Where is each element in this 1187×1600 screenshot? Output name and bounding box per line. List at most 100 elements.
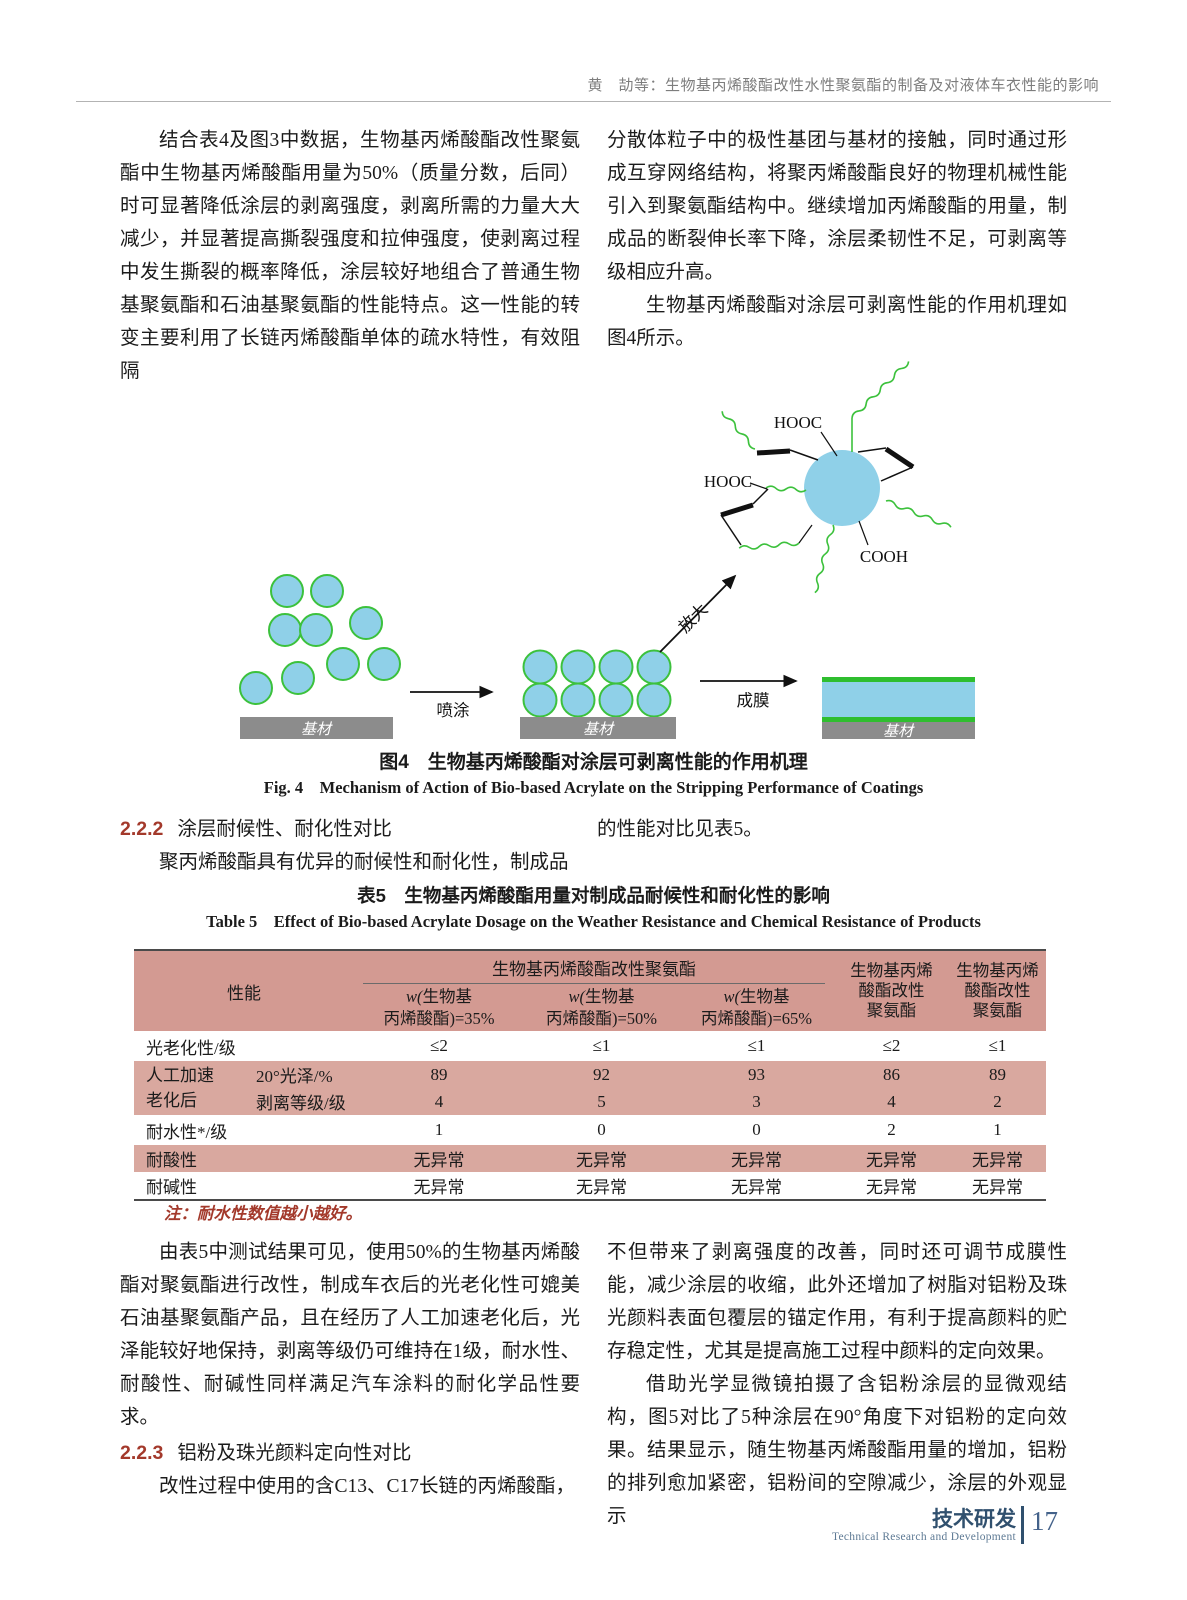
table-cell: 0 [524,1115,679,1145]
table-cell: 无异常 [679,1145,834,1172]
paragraph: 生物基丙烯酸酯对涂层可剥离性能的作用机理如图4所示。 [607,295,1067,349]
paragraph: 借助光学显微镜拍摄了含铝粉涂层的显微观结构，图5对比了5种涂层在90°角度下对铝… [607,1374,1067,1527]
table-header-performance: 性能 [134,951,354,1031]
section-2-2-2-heading: 2.2.2 涂层耐候性、耐化性对比 [120,812,392,841]
table-cell: 1 [949,1115,1046,1145]
table5-note: 注：耐水性数值越小越好。 [164,1204,362,1223]
paragraph: 不但带来了剥离强度的改善，同时还可调节成膜性能，减少涂层的收缩，此外还增加了树脂… [607,1242,1067,1362]
table-row-peel: 剥离等级/级 4 5 3 4 2 [134,1088,1046,1115]
table-row-gloss: 人工加速老化后 20°光泽/% 89 92 93 86 89 [134,1061,1046,1115]
running-title: 黄 劼等：生物基丙烯酸酯改性水性聚氨酯的制备及对液体车衣性能的影响 [587,77,1099,94]
table-cell: 无异常 [524,1145,679,1172]
right-column: 分散体粒子中的极性基团与基材的接触，同时通过形成互穿网络结构，将聚丙烯酸酯良好的… [607,124,1067,388]
table-cell: 2 [949,1088,1046,1115]
paragraph: 结合表4及图3中数据，生物基丙烯酸酯改性聚氨酯中生物基丙烯酸酯用量为50%（质量… [120,130,580,382]
table-header-w50: w(生物基 丙烯酸酯)=50% [524,984,679,1031]
right-column: 不但带来了剥离强度的改善，同时还可调节成膜性能，减少涂层的收缩，此外还增加了树脂… [607,1236,1067,1533]
table-cell: 4 [834,1088,949,1115]
table-cell: 86 [834,1061,949,1088]
section-number: 2.2.2 [120,818,164,840]
table-header-col5: 生物基丙烯 酸酯改性 聚氨酯 [834,951,949,1031]
figure4-caption-en: Fig. 4 Mechanism of Action of Bio-based … [263,778,924,797]
table-cell: 92 [524,1061,679,1088]
table-cell: ≤1 [679,1031,834,1061]
footer-column-zh: 技术研发 [932,1508,1016,1531]
row-label: 耐酸性 [134,1145,354,1172]
section-2-2-2-right-text: 的性能对比见表5。 [597,819,763,840]
left-column: 由表5中测试结果可见，使用50%的生物基丙烯酸酯对聚氨酯进行改性，制成车衣后的光… [120,1236,580,1533]
table-cell: 89 [354,1061,524,1088]
table-cell: 0 [679,1115,834,1145]
table-cell: 2 [834,1115,949,1145]
table-cell: 无异常 [354,1145,524,1172]
substrate-label: 基材 [301,721,333,738]
hooc-label-left: HOOC [704,472,752,491]
figure4-caption-zh: 图4 生物基丙烯酸酯对涂层可剥离性能的作用机理 [379,752,808,773]
table-cell: 无异常 [834,1172,949,1199]
footer-divider [1021,1506,1024,1544]
table-cell: 无异常 [679,1172,834,1199]
magnified-particle: HOOC HOOC COOH [704,361,952,594]
figure4-diagram: 基材 喷涂 基材 放大 HOOC [239,361,975,740]
table-cell: 93 [679,1061,834,1088]
table-cell: 无异常 [834,1145,949,1172]
film-forming-label: 成膜 [737,691,770,710]
paragraph: 由表5中测试结果可见，使用50%的生物基丙烯酸酯对聚氨酯进行改性，制成车衣后的光… [120,1242,580,1428]
table-row-photo-aging: 光老化性/级 ≤2 ≤1 ≤1 ≤2 ≤1 [134,1031,1046,1061]
table-header-w35: w(生物基 丙烯酸酯)=35% [354,984,524,1031]
table-header-group: 生物基丙烯酸酯改性聚氨酯 [354,951,834,984]
row-label: 耐水性*/级 [134,1115,354,1145]
spray-label: 喷涂 [437,701,470,720]
cooh-label: COOH [860,547,908,566]
table-cell: 无异常 [524,1172,679,1199]
section-2-2-2-left-text: 聚丙烯酸酯具有优异的耐候性和耐化性，制成品 [159,852,569,873]
table-row-acid: 耐酸性 无异常 无异常 无异常 无异常 无异常 [134,1145,1046,1172]
section-title: 铝粉及珠光颜料定向性对比 [177,1442,412,1464]
table-cell: 3 [679,1088,834,1115]
header-rule [76,101,1111,102]
table-row-water: 耐水性*/级 1 0 0 2 1 [134,1115,1046,1145]
table5: 性能 生物基丙烯酸酯改性聚氨酯 生物基丙烯 酸酯改性 聚氨酯 生物基丙烯 酸酯改性 聚氨… [134,949,1046,1201]
footer-column-en: Technical Research and Development [831,1531,1016,1543]
table-cell: 4 [354,1088,524,1115]
paragraph: 分散体粒子中的极性基团与基材的接触，同时通过形成互穿网络结构，将聚丙烯酸酯良好的… [607,130,1067,283]
particle-cluster-scattered [239,574,401,705]
table-cell: ≤1 [524,1031,679,1061]
table-cell: ≤2 [354,1031,524,1061]
table-cell: 无异常 [354,1172,524,1199]
substrate-label: 基材 [883,723,915,740]
row-label: 光老化性/级 [134,1031,354,1061]
row-label: 20°光泽/% [252,1061,354,1088]
magnify-arrow [659,574,737,653]
top-text-columns: 结合表4及图3中数据，生物基丙烯酸酯改性聚氨酯中生物基丙烯酸酯用量为50%（质量… [120,124,1067,388]
table-cell: 无异常 [949,1172,1046,1199]
hooc-label-top: HOOC [774,413,822,432]
table-cell: 5 [524,1088,679,1115]
table-cell: 89 [949,1061,1046,1088]
table-cell: 1 [354,1115,524,1145]
table-cell: ≤1 [949,1031,1046,1061]
table-header-w65: w(生物基 丙烯酸酯)=65% [679,984,834,1031]
table5-caption-en: Table 5 Effect of Bio-based Acrylate Dos… [206,912,981,931]
row-group-label: 人工加速老化后 [134,1061,252,1115]
substrate-label: 基材 [583,721,615,738]
page-number: 17 [1031,1506,1058,1536]
table-cell: 无异常 [949,1145,1046,1172]
paragraph: 改性过程中使用的含C13、C17长链的丙烯酸酯， [159,1476,576,1497]
bottom-text-columns: 由表5中测试结果可见，使用50%的生物基丙烯酸酯对聚氨酯进行改性，制成车衣后的光… [120,1236,1067,1533]
substrate-bar-middle [520,717,676,739]
substrate-bar-left [240,717,393,739]
row-label: 剥离等级/级 [252,1088,354,1115]
left-column: 结合表4及图3中数据，生物基丙烯酸酯改性聚氨酯中生物基丙烯酸酯用量为50%（质量… [120,124,580,388]
table5-caption-zh: 表5 生物基丙烯酸酯用量对制成品耐候性和耐化性的影响 [357,885,830,906]
section-2-2-3-heading: 2.2.3 铝粉及珠光颜料定向性对比 [120,1437,580,1470]
table-header-col6: 生物基丙烯 酸酯改性 聚氨酯 [949,951,1046,1031]
row-label: 耐碱性 [134,1172,354,1199]
coating-film-stack: 基材 [822,677,975,740]
particle-cluster-packed [522,649,672,718]
section-title: 涂层耐候性、耐化性对比 [177,818,392,840]
section-number: 2.2.3 [120,1442,164,1464]
table-cell: ≤2 [834,1031,949,1061]
table-row-alkali: 耐碱性 无异常 无异常 无异常 无异常 无异常 [134,1172,1046,1199]
